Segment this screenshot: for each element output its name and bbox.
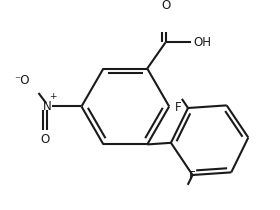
Text: ⁻O: ⁻O <box>15 74 30 87</box>
Text: OH: OH <box>193 36 211 49</box>
Text: O: O <box>161 0 170 12</box>
Text: F: F <box>188 170 195 183</box>
Text: N: N <box>43 100 52 113</box>
Text: O: O <box>41 133 50 146</box>
Text: +: + <box>49 92 57 101</box>
Text: F: F <box>174 101 181 114</box>
